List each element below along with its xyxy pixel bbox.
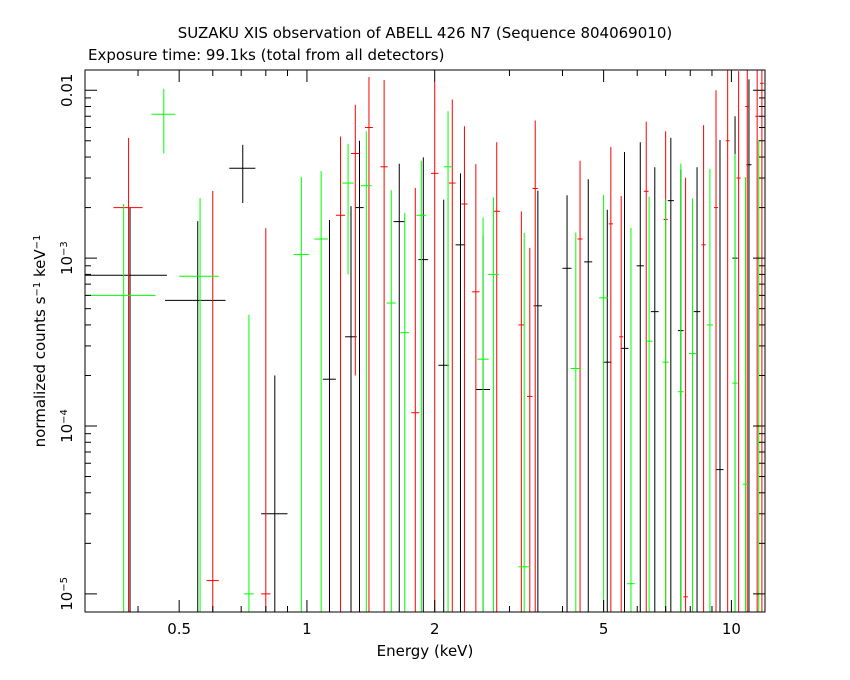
y-tick-label: 10−3 [58,241,76,275]
y-tick-label: 0.01 [58,74,76,107]
y-tick-base: 10 [58,592,76,611]
x-axis-label: Energy (keV) [377,642,474,660]
y-tick-label: 10−5 [58,577,76,611]
y-tick-exp: −4 [59,409,70,424]
y-label-sup: −1 [32,235,43,250]
y-tick-exp: −5 [59,577,70,592]
y-label-part: keV [31,249,49,282]
y-label-part: normalized counts s [31,296,49,447]
x-tick-label: 0.5 [167,620,191,638]
y-tick-base: 10 [58,424,76,443]
plot-frame [84,69,766,613]
x-tick-label: 1 [302,620,312,638]
y-tick-label: 10−4 [58,409,76,443]
x-tick-label: 2 [430,620,440,638]
chart-subtitle: Exposure time: 99.1ks (total from all de… [88,46,444,64]
x-tick-label: 5 [599,620,609,638]
y-label-sup: −1 [32,282,43,297]
y-tick-base: 10 [58,256,76,275]
x-tick-label: 10 [722,620,741,638]
y-tick-exp: −3 [59,241,70,256]
plot-area [85,70,764,612]
chart-title: SUZAKU XIS observation of ABELL 426 N7 (… [178,24,672,42]
y-axis-label: normalized counts s−1 keV−1 [31,235,49,448]
